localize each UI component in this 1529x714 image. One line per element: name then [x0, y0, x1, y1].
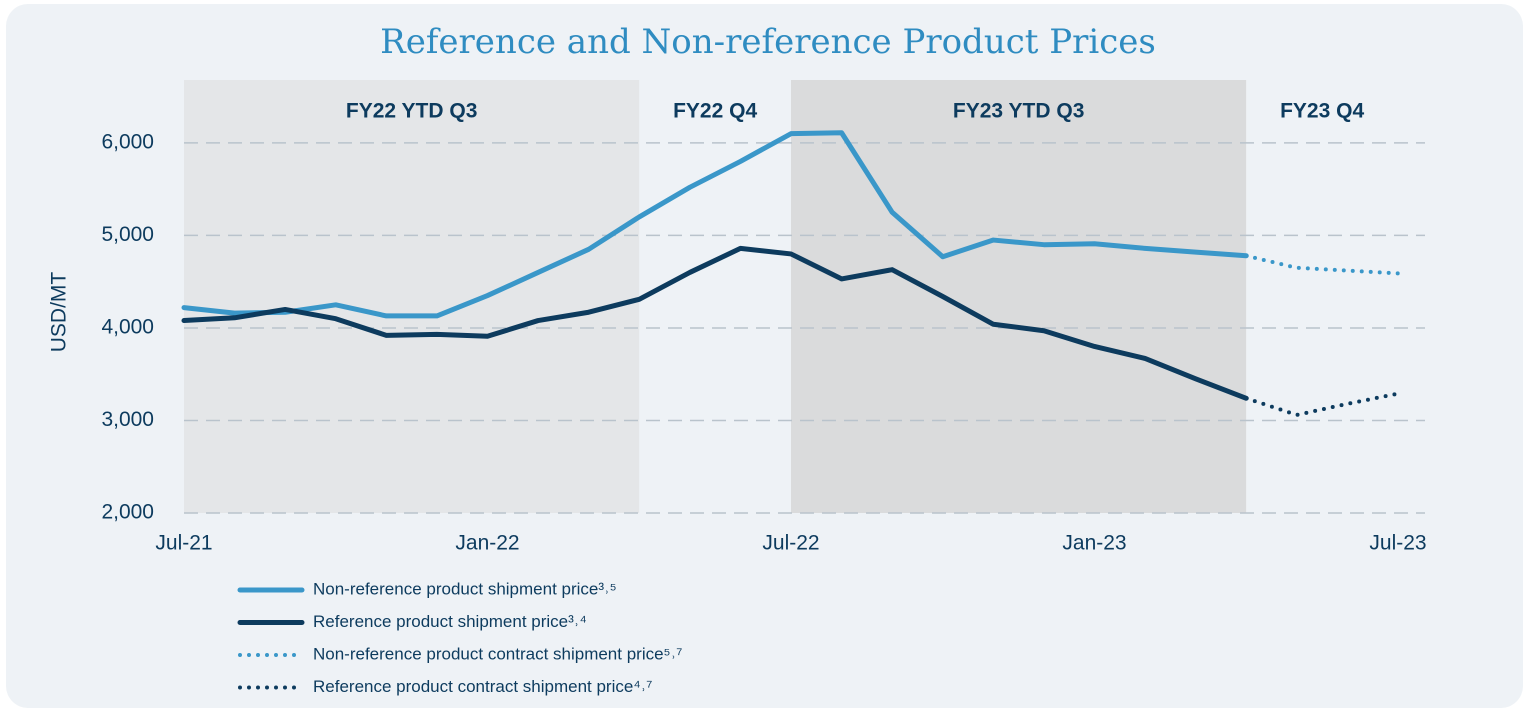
y-tick-label: 5,000	[101, 223, 154, 246]
legend-label: Non-reference product contract shipment …	[313, 644, 682, 663]
period-band	[184, 80, 640, 513]
legend-label: Reference product contract shipment pric…	[313, 677, 652, 696]
y-tick-label: 4,000	[101, 316, 154, 339]
period-label: FY22 YTD Q3	[346, 100, 478, 123]
series-line	[1244, 391, 1400, 417]
x-tick-label: Jul-22	[762, 532, 819, 555]
x-tick-label: Jan-22	[455, 532, 519, 555]
y-axis-label: USD/MT	[48, 272, 71, 353]
series-line	[181, 130, 1249, 319]
x-tick-label: Jul-23	[1369, 532, 1426, 555]
period-label: FY22 Q4	[673, 100, 757, 123]
period-label: FY23 Q4	[1280, 100, 1364, 123]
x-tick-label: Jul-21	[155, 532, 212, 555]
period-band	[1246, 80, 1398, 513]
series-line	[181, 245, 1249, 401]
y-tick-label: 2,000	[101, 501, 154, 524]
period-band	[791, 80, 1247, 513]
chart-title: Reference and Non-reference Product Pric…	[380, 22, 1156, 62]
series-line	[1244, 253, 1400, 276]
period-band	[639, 80, 791, 513]
legend-label: Reference product shipment price³˒⁴	[313, 612, 587, 631]
y-tick-label: 3,000	[101, 408, 154, 431]
x-tick-label: Jan-23	[1062, 532, 1126, 555]
y-tick-label: 6,000	[101, 130, 154, 153]
period-label: FY23 YTD Q3	[953, 100, 1085, 123]
legend-label: Non-reference product shipment price³˒⁵	[313, 579, 617, 598]
